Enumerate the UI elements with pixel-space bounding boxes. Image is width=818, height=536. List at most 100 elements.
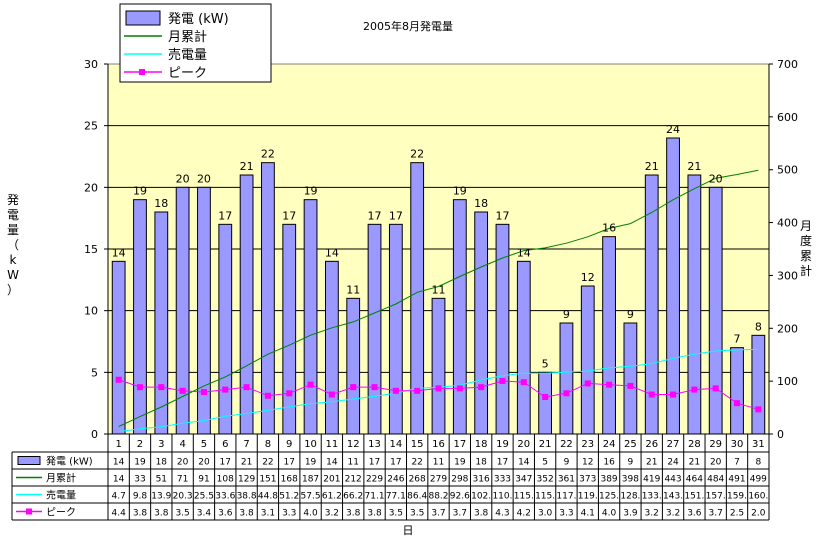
peak-marker <box>520 379 527 386</box>
table-cell: 3.8 <box>239 509 254 519</box>
bar <box>367 223 382 435</box>
axis-title-char: 電 <box>7 208 19 222</box>
bar-data-label: 22 <box>261 148 275 161</box>
peak-marker <box>734 400 741 407</box>
x-axis-title: 日 <box>403 524 414 536</box>
chart-title: 2005年8月発電量 <box>363 19 453 33</box>
table-cell: 347 <box>515 475 532 485</box>
peak-marker <box>243 384 250 391</box>
bar-data-label: 17 <box>282 209 296 222</box>
bar <box>452 199 467 435</box>
table-cell: 21 <box>646 458 657 468</box>
table-cell: 11 <box>433 458 444 468</box>
peak-marker <box>648 391 655 398</box>
bar <box>623 322 638 435</box>
table-cell: 3.7 <box>431 509 445 519</box>
table-cell: 2.5 <box>730 509 744 519</box>
table-cell: 187 <box>302 475 319 485</box>
table-cell: 143. <box>663 492 683 502</box>
table-cell: 3.5 <box>175 509 189 519</box>
table-cell: 3.8 <box>133 509 148 519</box>
x-tick-label: 20 <box>517 439 530 450</box>
table-cell: 201 <box>323 475 340 485</box>
table-row-header: ピーク <box>46 507 76 519</box>
table-cell: 92.6 <box>450 492 470 502</box>
table-cell: 66.2 <box>343 492 363 502</box>
table-cell: 3.5 <box>389 509 403 519</box>
axis-title-char: 発 <box>7 193 19 207</box>
table-cell: 44.8 <box>258 492 278 502</box>
x-tick-label: 2 <box>137 439 143 450</box>
bar-data-label: 24 <box>666 123 680 136</box>
table-cell: 21 <box>689 458 700 468</box>
peak-marker <box>627 382 634 389</box>
y-axis-right: 0 100 200 300 400 500 600 700 <box>768 58 798 441</box>
x-tick-label: 23 <box>581 439 594 450</box>
peak-marker <box>179 387 186 394</box>
table-cell: 19 <box>305 458 317 468</box>
bar <box>346 297 361 435</box>
bar-data-label: 18 <box>154 197 168 210</box>
y2-tick-label: 500 <box>777 164 798 177</box>
x-tick-label: 4 <box>179 439 185 450</box>
peak-marker <box>307 381 314 388</box>
table-cell: 3.6 <box>218 509 233 519</box>
table-cell: 4.1 <box>581 509 595 519</box>
table-cell: 212 <box>345 475 362 485</box>
x-tick-label: 1 <box>115 439 121 450</box>
table-cell: 88.2 <box>428 492 448 502</box>
table-cell: 17 <box>369 458 380 468</box>
bar-data-label: 9 <box>563 308 570 321</box>
axis-title-char: 計 <box>800 263 812 278</box>
legend-key <box>125 10 161 26</box>
bar-data-label: 19 <box>133 185 147 198</box>
x-tick-label: 21 <box>539 439 552 450</box>
bar-data-label: 7 <box>734 333 741 346</box>
table-cell: 333 <box>494 475 511 485</box>
bar <box>538 371 553 435</box>
legend-marker <box>139 69 145 75</box>
bar <box>282 223 297 435</box>
table-cell: 21 <box>241 458 252 468</box>
table-cell: 108 <box>217 475 234 485</box>
table-cell: 17 <box>220 458 231 468</box>
bar-data-label: 5 <box>542 357 549 370</box>
peak-marker <box>158 384 165 391</box>
table-cell: 499 <box>750 475 767 485</box>
table-cell: 4.3 <box>495 509 509 519</box>
bar <box>602 236 616 435</box>
table-cell: 14 <box>518 458 530 468</box>
y-axis-left: 0 5 10 15 20 25 30 <box>84 58 109 441</box>
table-cell: 25.5 <box>194 492 214 502</box>
table-cell: 246 <box>387 475 404 485</box>
peak-marker <box>584 380 591 387</box>
table-cell: 20 <box>710 458 722 468</box>
table-cell: 3.7 <box>709 509 723 519</box>
x-axis: 1 2 3 4 5 6 7 8 9 10 11 12 13 14 15 16 17 18 19 20 21 22 23 24 2… <box>107 433 770 452</box>
peak-marker <box>542 394 549 400</box>
bar-data-label: 17 <box>495 209 509 222</box>
x-tick-label: 22 <box>560 439 573 450</box>
table-cell: 2.0 <box>751 509 766 519</box>
x-tick-label: 5 <box>201 439 207 450</box>
table-cell: 3.8 <box>474 509 489 519</box>
peak-marker <box>222 386 229 393</box>
bar <box>388 223 403 435</box>
table-cell: 14 <box>113 475 125 485</box>
y2-tick-label: 100 <box>777 375 798 388</box>
axis-title-char: ） <box>7 283 19 297</box>
table-cell: 352 <box>537 475 554 485</box>
bar <box>708 186 723 435</box>
x-tick-label: 31 <box>752 439 765 450</box>
table-cell: 3.6 <box>687 509 702 519</box>
table-cell: 373 <box>579 475 596 485</box>
table-cell: 17 <box>284 458 295 468</box>
y2-tick-label: 600 <box>777 111 798 124</box>
bar-data-label: 17 <box>218 209 232 222</box>
table-cell: 3.3 <box>559 509 573 519</box>
x-tick-label: 10 <box>304 439 317 450</box>
bar-data-label: 17 <box>389 209 403 222</box>
peak-marker <box>435 385 442 392</box>
bar <box>559 322 574 435</box>
x-tick-label: 14 <box>389 439 402 450</box>
